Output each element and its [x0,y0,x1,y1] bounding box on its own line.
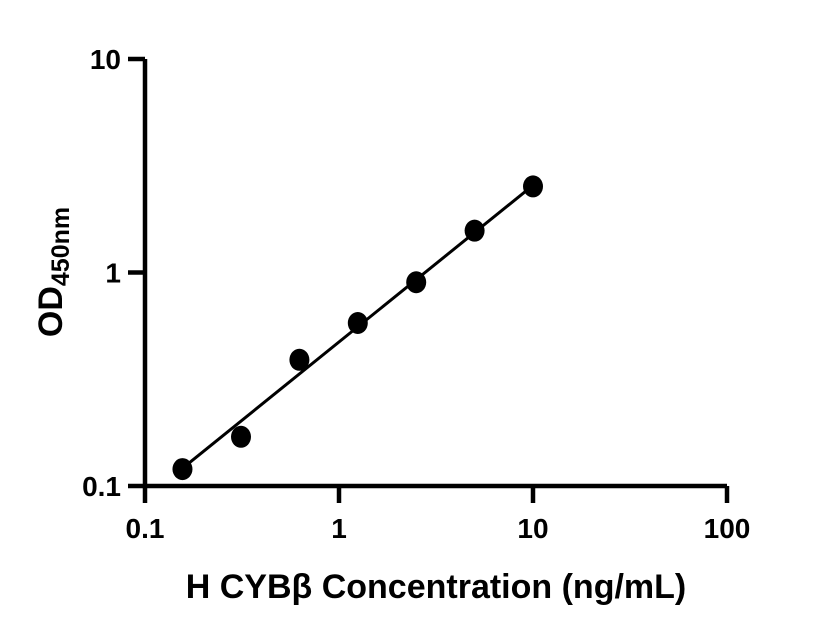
y-axis-tick-label: 0.1 [82,471,121,502]
data-point [523,175,543,198]
data-point [406,271,427,294]
x-axis-tick-label: 0.1 [126,513,165,544]
y-axis-title-main: OD [32,286,70,337]
axis-frame [142,59,727,489]
data-point [172,458,193,481]
y-axis-tick-label: 10 [90,44,121,75]
data-point [289,348,310,371]
axis-tick-labels: 0.1 1 10 100 0.1 1 10 [82,44,750,544]
y-axis-title-subscript: 450nm [47,207,75,286]
data-point [231,425,252,448]
x-axis-tick-label: 10 [517,513,548,544]
axis-ticks [128,56,730,503]
data-point [347,312,368,335]
data-point [464,219,485,242]
data-points [172,175,543,481]
x-axis-tick-label: 1 [331,513,347,544]
y-axis-title: OD450nm [32,207,75,337]
y-axis-tick-label: 1 [105,258,121,289]
x-axis-title: H CYBβ Concentration (ng/mL) [186,568,687,606]
x-axis-tick-label: 100 [704,513,751,544]
